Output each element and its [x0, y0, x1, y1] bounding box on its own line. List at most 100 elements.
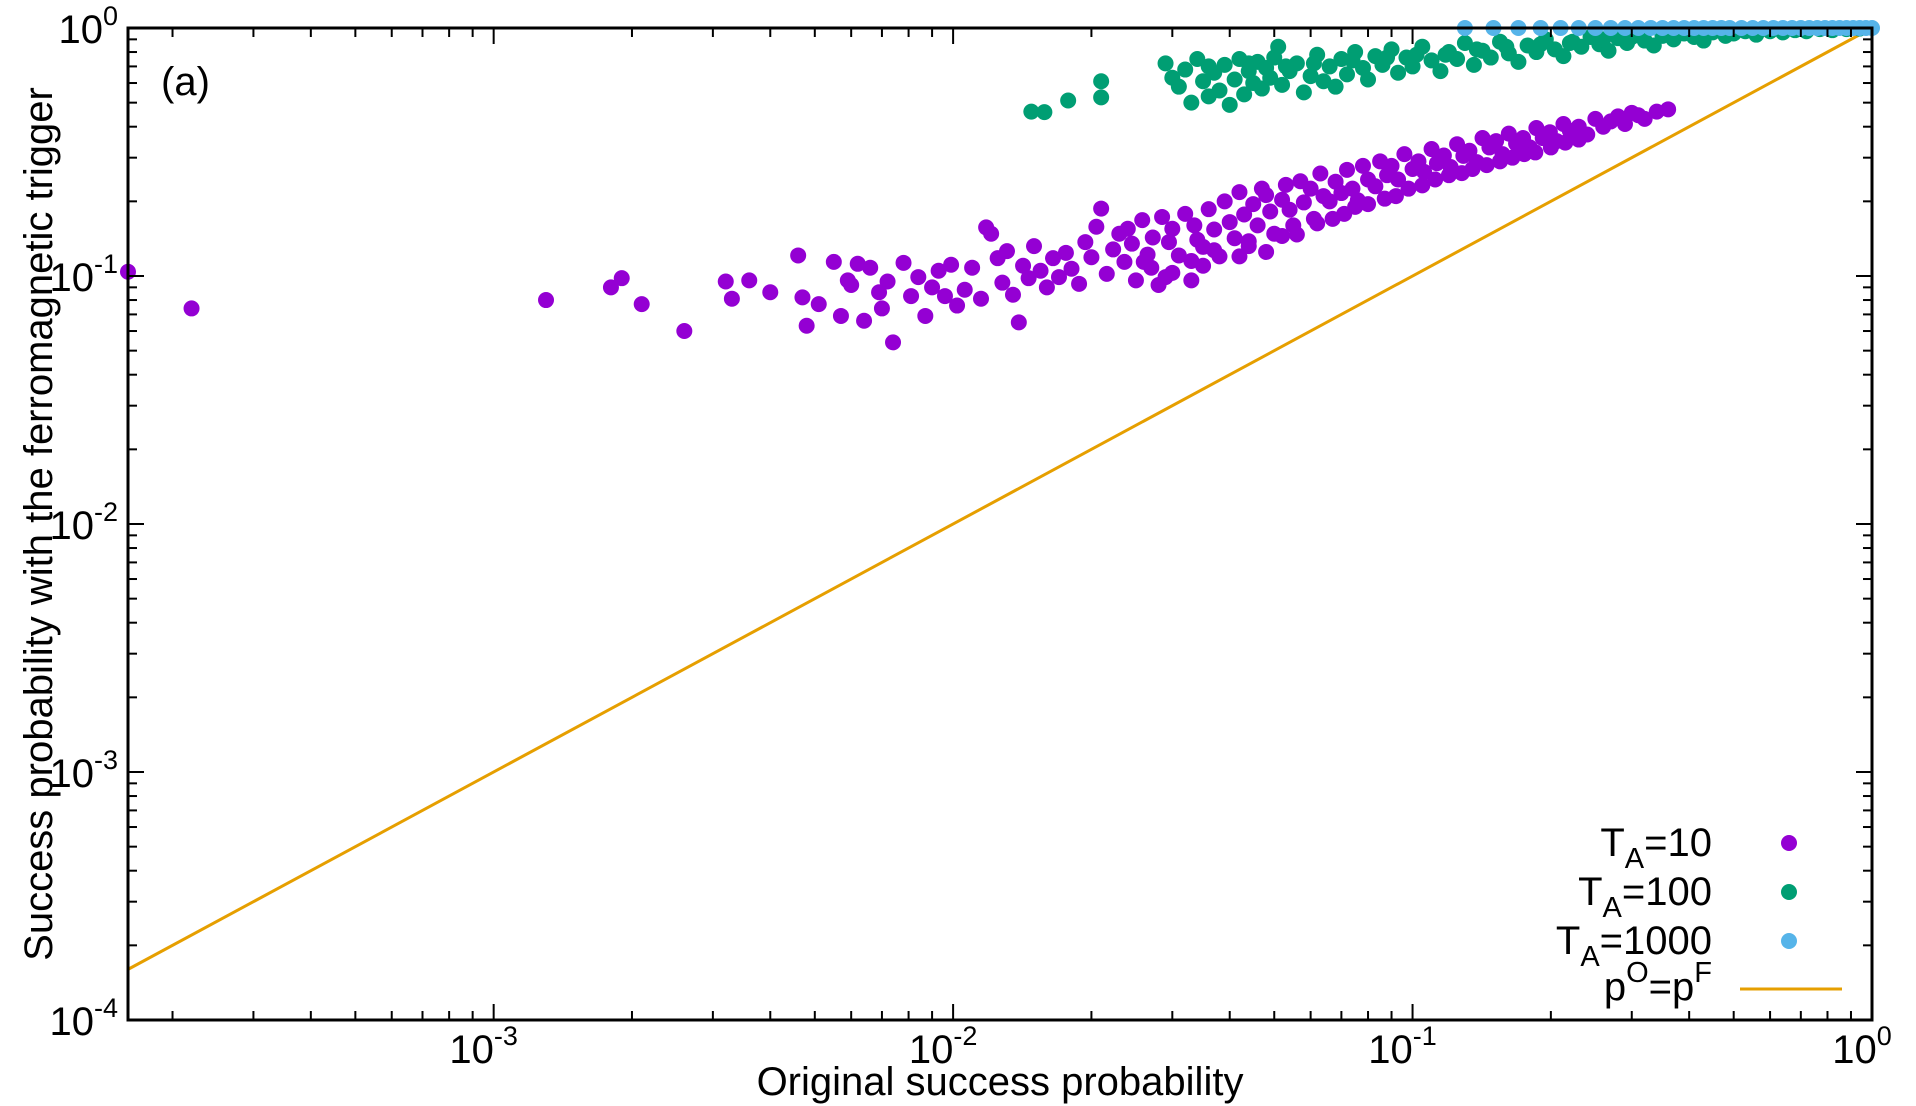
data-point: [1295, 84, 1312, 101]
y-axis-ticks: 10-4 10-3 10-2 10-1 100: [49, 1, 1872, 1044]
legend-label: TA=10: [1600, 821, 1712, 875]
data-point: [1211, 82, 1228, 99]
data-point: [1660, 101, 1677, 118]
data-point: [1093, 73, 1110, 90]
data-point: [1226, 230, 1243, 247]
data-point: [856, 312, 873, 329]
data-point: [1135, 253, 1152, 270]
y-tick-label: 100: [58, 1, 118, 52]
data-point: [183, 300, 200, 317]
data-point: [903, 288, 920, 305]
data-point: [1527, 144, 1544, 161]
data-point: [741, 272, 758, 289]
data-point: [1231, 248, 1248, 265]
data-point: [1561, 34, 1578, 51]
data-point: [1390, 64, 1407, 81]
data-point: [949, 297, 966, 314]
series-10: [120, 101, 1677, 351]
data-point: [1164, 220, 1181, 237]
data-point: [1083, 249, 1100, 266]
data-point: [983, 225, 1000, 242]
data-point: [1116, 253, 1133, 270]
data-point: [1347, 198, 1364, 215]
data-point: [1240, 233, 1257, 250]
data-point: [871, 284, 888, 301]
data-point: [1387, 188, 1404, 205]
data-point: [1636, 110, 1653, 127]
data-point: [862, 259, 879, 276]
data-point: [1226, 71, 1243, 88]
data-point: [538, 292, 555, 309]
data-point: [1249, 217, 1266, 234]
legend-marker: [1781, 884, 1797, 900]
data-point: [762, 284, 779, 301]
x-tick-label: 10-2: [909, 1021, 978, 1072]
x-tick-label: 100: [1832, 1021, 1892, 1072]
data-point: [1408, 46, 1425, 63]
data-point: [810, 296, 827, 313]
data-point: [1321, 58, 1338, 75]
data-point: [1057, 244, 1074, 261]
data-point: [1354, 157, 1371, 174]
data-point: [633, 296, 650, 313]
data-point: [1281, 201, 1298, 218]
data-point: [1468, 41, 1485, 58]
data-point: [613, 270, 630, 287]
data-point: [1038, 279, 1055, 296]
data-point: [1274, 227, 1291, 244]
data-point: [1195, 73, 1212, 90]
data-point: [1093, 200, 1110, 217]
data-point: [1206, 242, 1223, 259]
data-point: [1427, 171, 1444, 188]
data-point: [1189, 50, 1206, 67]
data-point: [1258, 243, 1275, 260]
x-tick-label: 10-1: [1368, 1021, 1437, 1072]
data-point: [956, 281, 973, 298]
data-point: [1396, 146, 1413, 163]
data-point: [924, 279, 941, 296]
data-point: [1423, 141, 1440, 158]
data-point: [1236, 86, 1253, 103]
data-point: [602, 279, 619, 296]
data-point: [832, 307, 849, 324]
data-point: [1060, 92, 1077, 109]
data-point: [1302, 68, 1319, 85]
data-point: [1144, 229, 1161, 246]
data-point: [1221, 214, 1238, 231]
data-point: [1032, 262, 1049, 279]
data-point: [873, 300, 890, 317]
data-point: [1253, 80, 1270, 97]
y-tick-label: 10-1: [49, 249, 118, 300]
data-point: [1183, 272, 1200, 289]
x-axis-title: Original success probability: [757, 1060, 1244, 1104]
data-point: [1127, 272, 1144, 289]
data-point: [1339, 161, 1356, 178]
data-point: [1270, 38, 1287, 55]
data-point: [964, 259, 981, 276]
data-point: [1277, 176, 1294, 193]
data-point: [1312, 165, 1329, 182]
data-point: [1216, 56, 1233, 73]
data-point: [1344, 52, 1361, 69]
data-point: [1088, 218, 1105, 235]
data-point: [798, 317, 815, 334]
data-point: [1183, 94, 1200, 111]
data-point: [1327, 78, 1344, 95]
data-point: [1321, 193, 1338, 210]
data-point: [1492, 153, 1509, 170]
data-point: [1482, 49, 1499, 66]
data-point: [1186, 217, 1203, 234]
y-tick-label: 10-2: [49, 497, 118, 548]
data-point: [1288, 226, 1305, 243]
data-point: [717, 273, 734, 290]
data-point: [1440, 167, 1457, 184]
data-point: [1542, 139, 1559, 156]
data-point: [1004, 286, 1021, 303]
data-point: [1367, 178, 1384, 195]
data-point: [1071, 275, 1088, 292]
data-point: [1570, 131, 1587, 148]
data-point: [1532, 36, 1549, 53]
data-point: [1023, 103, 1040, 120]
